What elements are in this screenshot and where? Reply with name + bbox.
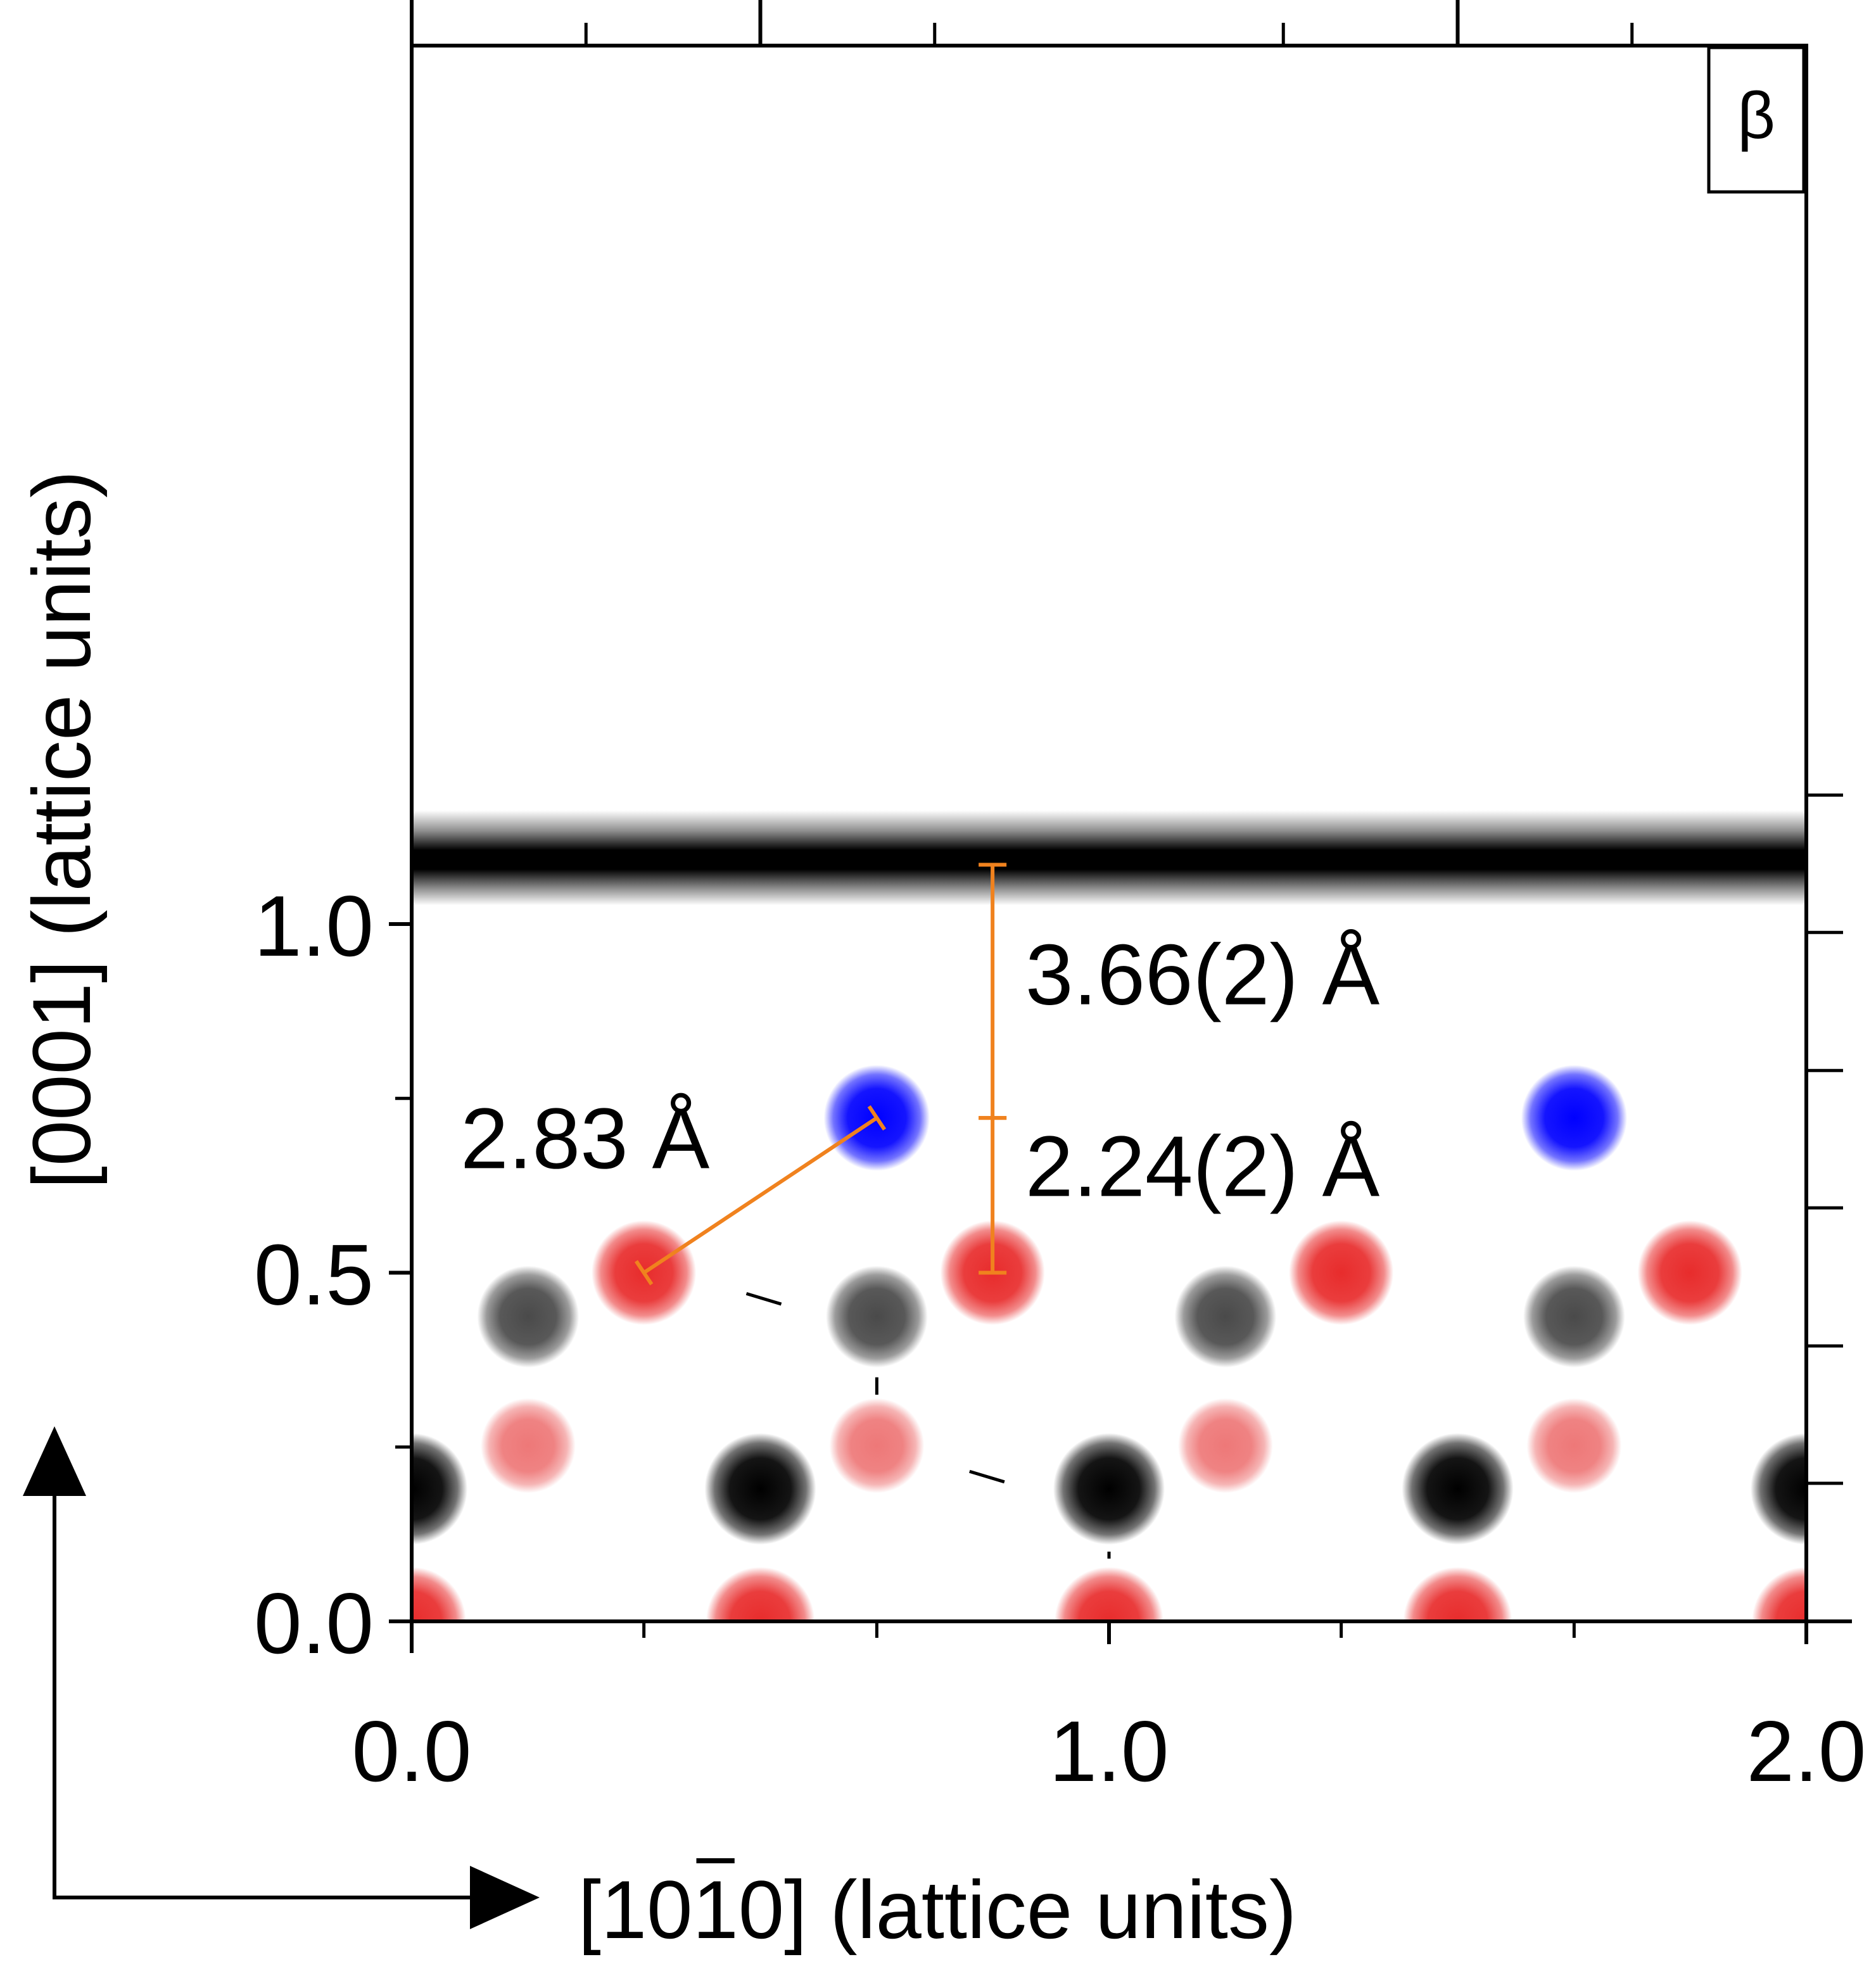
- direction-arrows: [23, 1426, 540, 1929]
- atom-o-bottom-2: [1055, 1567, 1163, 1621]
- x-axis-label: [1010] (lattice units): [578, 1863, 1296, 1956]
- atom-o-bottom-3: [1403, 1567, 1512, 1621]
- atom-cation-bulk-3: [1402, 1433, 1514, 1545]
- atom-cation-bulk-1: [704, 1433, 816, 1545]
- axes: 0.0 1.0 2.0 0.0 0.5 1.0: [254, 0, 1866, 1799]
- y-tick-label-2: 1.0: [254, 878, 374, 974]
- atom-cation-bulk-0: [412, 1433, 468, 1545]
- atom-cation-subsurface-2: [1174, 1265, 1277, 1368]
- atom-o-subsurface-1: [829, 1398, 925, 1493]
- bond-2.83-line: [642, 1116, 878, 1274]
- y-axis-label: [0001] (lattice units): [15, 471, 108, 1189]
- measurements: 2.83 Å 2.24(2) Å 3.66(2) Å: [460, 863, 1380, 1286]
- atom-cation-bulk-4: [1750, 1433, 1806, 1545]
- panel-label: β: [1707, 46, 1806, 194]
- height-2.24-label: 2.24(2) Å: [1025, 1118, 1380, 1214]
- atom-cation-subsurface-0: [477, 1265, 580, 1368]
- panel-label-box: [1707, 46, 1806, 194]
- y-tick-label-0: 0.0: [254, 1575, 374, 1671]
- x-tick-label-2: 2.0: [1746, 1703, 1866, 1799]
- atom-cation-subsurface-1: [825, 1265, 928, 1368]
- y-tick-label-1: 0.5: [254, 1227, 374, 1323]
- bond-2: [969, 1469, 1005, 1484]
- bond-0: [745, 1292, 782, 1306]
- atom-adsorbate-1: [1521, 1065, 1628, 1171]
- atom-o-bottom-1: [706, 1567, 815, 1621]
- atom-cation-bulk-2: [1053, 1433, 1165, 1545]
- up-arrow-head: [23, 1426, 86, 1496]
- bond-lines: [745, 1292, 1111, 1559]
- x-axis-label-open: [10: [578, 1863, 693, 1956]
- xlabel: [1010] (lattice units): [578, 1858, 1296, 1956]
- atom-o-surface-2: [1289, 1220, 1394, 1326]
- atom-o-subsurface-3: [1526, 1398, 1622, 1493]
- bond-2.83-label: 2.83 Å: [460, 1090, 709, 1186]
- bond-2.83-cap-end: [867, 1105, 887, 1131]
- atom-o-bottom-0: [412, 1567, 466, 1621]
- atom-o-surface-3: [1637, 1220, 1742, 1326]
- x-axis-label-bar-digit: 1: [692, 1863, 738, 1956]
- layer-band: [412, 810, 1806, 906]
- x-tick-label-1: 1.0: [1049, 1703, 1169, 1799]
- x-axis-label-suffix: (lattice units): [807, 1863, 1296, 1956]
- x-axis-label-close: 0]: [738, 1863, 807, 1956]
- atoms: [412, 1065, 1806, 1621]
- height-3.66-label: 3.66(2) Å: [1025, 927, 1380, 1023]
- ylabel: [0001] (lattice units): [15, 471, 108, 1189]
- bond-2.83-cap-start: [634, 1260, 654, 1286]
- plot-area: [412, 810, 1806, 1621]
- x-tick-label-0: 0.0: [352, 1703, 471, 1799]
- panel-label-text: β: [1737, 79, 1775, 153]
- atom-o-bottom-4: [1752, 1567, 1806, 1621]
- right-arrow-head: [470, 1866, 540, 1929]
- atom-o-subsurface-0: [480, 1398, 576, 1493]
- atom-o-subsurface-2: [1177, 1398, 1273, 1493]
- atom-cation-subsurface-3: [1523, 1265, 1625, 1368]
